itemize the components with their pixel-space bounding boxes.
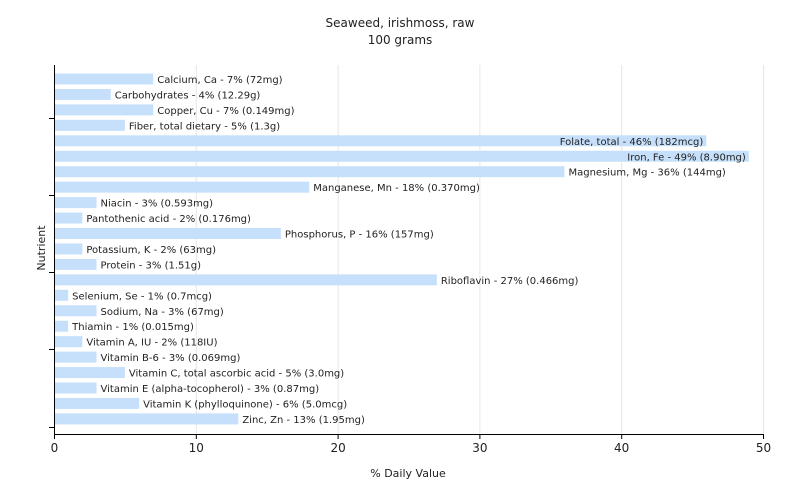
bar [55, 336, 83, 348]
bar-label: Vitamin K (phylloquinone) - 6% (5.0mcg) [143, 399, 347, 410]
bar [55, 413, 239, 425]
bar [55, 119, 125, 131]
bar-label: Pantothenic acid - 2% (0.176mg) [86, 214, 251, 225]
x-tick-label: 20 [330, 441, 345, 455]
chart-subtitle: 100 grams [367, 33, 433, 47]
bar-label: Sodium, Na - 3% (67mg) [101, 307, 224, 318]
bar-label: Fiber, total dietary - 5% (1.3g) [129, 121, 280, 132]
x-tick-label: 30 [472, 441, 487, 455]
bar [55, 73, 154, 85]
bar [55, 88, 111, 100]
bar [55, 150, 749, 162]
bar-label: Niacin - 3% (0.593mg) [101, 199, 214, 210]
bar-layer: Calcium, Ca - 7% (72mg) Carbohydrates - 4… [55, 73, 749, 426]
bar [55, 135, 707, 147]
bar [55, 166, 565, 178]
bar [55, 228, 281, 239]
bar-label: Protein - 3% (1.51g) [101, 260, 202, 271]
bar-label: Vitamin B-6 - 3% (0.069mg) [101, 353, 241, 364]
bar-label: Selenium, Se - 1% (0.7mcg) [72, 291, 212, 302]
bar-label: Potassium, K - 2% (63mg) [86, 245, 216, 256]
bar-label: Riboflavin - 27% (0.466mg) [441, 276, 579, 287]
bar-label: Phosphorus, P - 16% (157mg) [285, 230, 434, 241]
bar-label: Manganese, Mn - 18% (0.370mg) [313, 183, 480, 194]
bar-label: Thiamin - 1% (0.015mg) [71, 322, 194, 333]
bar [55, 274, 437, 286]
bar [55, 305, 97, 317]
bar [55, 212, 83, 224]
bar [55, 243, 83, 255]
y-axis-label: Nutrient [35, 225, 48, 271]
bar [55, 351, 97, 363]
bar-label: Folate, total - 46% (182mcg) [560, 137, 704, 148]
bar-label: Magnesium, Mg - 36% (144mg) [568, 168, 725, 179]
bar-label: Iron, Fe - 49% (8.90mg) [627, 152, 746, 163]
bar [55, 181, 310, 193]
bar-label: Copper, Cu - 7% (0.149mg) [157, 106, 294, 117]
bar-label: Vitamin C, total ascorbic acid - 5% (3.0… [129, 369, 344, 380]
bar-label: Vitamin E (alpha-tocopherol) - 3% (0.87m… [101, 384, 320, 395]
bar-label: Carbohydrates - 4% (12.29g) [115, 90, 261, 101]
bar-label: Calcium, Ca - 7% (72mg) [157, 75, 282, 86]
grid-layer [195, 65, 764, 434]
chart-title: Seaweed, irishmoss, raw [325, 16, 475, 30]
bar [55, 382, 97, 394]
x-tick-label: 0 [51, 441, 59, 455]
axis-layer: 0 10 20 30 40 50 [49, 65, 771, 455]
bar [55, 197, 97, 209]
bar [55, 397, 140, 409]
bar-label: Vitamin A, IU - 2% (118IU) [86, 338, 217, 349]
x-tick-label: 10 [189, 441, 204, 455]
x-tick-label: 40 [614, 441, 629, 455]
bar-label: Zinc, Zn - 13% (1.95mg) [242, 415, 365, 426]
x-axis-label: % Daily Value [370, 467, 446, 480]
bar [55, 289, 69, 301]
bar [55, 258, 97, 270]
x-tick-label: 50 [756, 441, 771, 455]
bar [55, 320, 69, 332]
bar [55, 367, 125, 379]
bar [55, 104, 154, 116]
